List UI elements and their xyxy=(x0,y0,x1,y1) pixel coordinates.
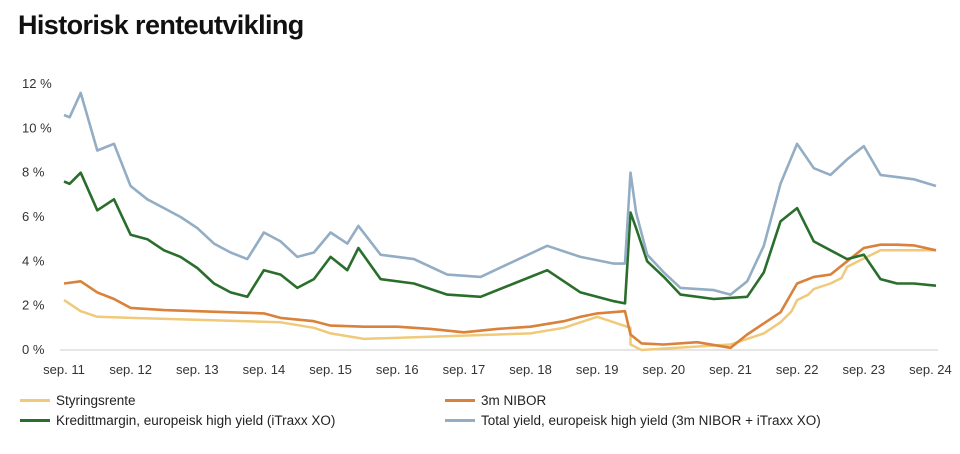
x-tick-label: sep. 14 xyxy=(243,362,286,377)
x-tick-label: sep. 13 xyxy=(176,362,219,377)
legend-label: 3m NIBOR xyxy=(481,393,547,408)
x-tick-label: sep. 17 xyxy=(443,362,486,377)
x-tick-label: sep. 22 xyxy=(776,362,819,377)
legend-label: Total yield, europeisk high yield (3m NI… xyxy=(481,413,821,428)
legend-item: Kredittmargin, europeisk high yield (iTr… xyxy=(20,413,335,428)
y-tick-label: 4 % xyxy=(22,253,45,268)
x-tick-label: sep. 18 xyxy=(509,362,552,377)
series-line-2 xyxy=(63,243,937,350)
x-tick-label: sep. 20 xyxy=(643,362,686,377)
legend-item: Total yield, europeisk high yield (3m NI… xyxy=(445,413,821,428)
legend-label: Kredittmargin, europeisk high yield (iTr… xyxy=(56,413,336,428)
legend-label: Styringsrente xyxy=(56,393,136,408)
y-tick-label: 2 % xyxy=(22,298,45,313)
legend-swatch xyxy=(445,419,475,422)
chart-title: Historisk renteutvikling xyxy=(18,10,304,40)
x-tick-label: sep. 15 xyxy=(309,362,352,377)
legend-item: Styringsrente xyxy=(20,393,136,408)
series-line-3 xyxy=(63,171,937,305)
x-tick-label: sep. 16 xyxy=(376,362,419,377)
y-tick-label: 10 % xyxy=(22,120,52,135)
series-line-4 xyxy=(63,91,937,296)
x-tick-label: sep. 23 xyxy=(842,362,885,377)
x-tick-label: sep. 21 xyxy=(709,362,752,377)
series-lines xyxy=(63,91,937,352)
y-tick-label: 12 % xyxy=(22,76,52,91)
legend-item: 3m NIBOR xyxy=(445,393,546,408)
x-axis: sep. 11 sep. 12 sep. 13 sep. 14 sep. 15 sep. … xyxy=(43,362,952,377)
y-axis: 0 % 2 % 4 % 6 % 8 % 10 % 12 % xyxy=(22,76,52,357)
y-tick-label: 6 % xyxy=(22,209,45,224)
legend-swatch xyxy=(20,399,50,402)
x-tick-label: sep. 11 xyxy=(43,362,85,377)
legend-swatch xyxy=(445,399,475,402)
y-tick-label: 8 % xyxy=(22,165,45,180)
x-tick-label: sep. 19 xyxy=(576,362,619,377)
y-tick-label: 0 % xyxy=(22,342,45,357)
x-tick-label: sep. 12 xyxy=(109,362,152,377)
legend-swatch xyxy=(20,419,50,422)
x-tick-label: sep. 24 xyxy=(909,362,952,377)
series-line-1 xyxy=(63,249,936,352)
